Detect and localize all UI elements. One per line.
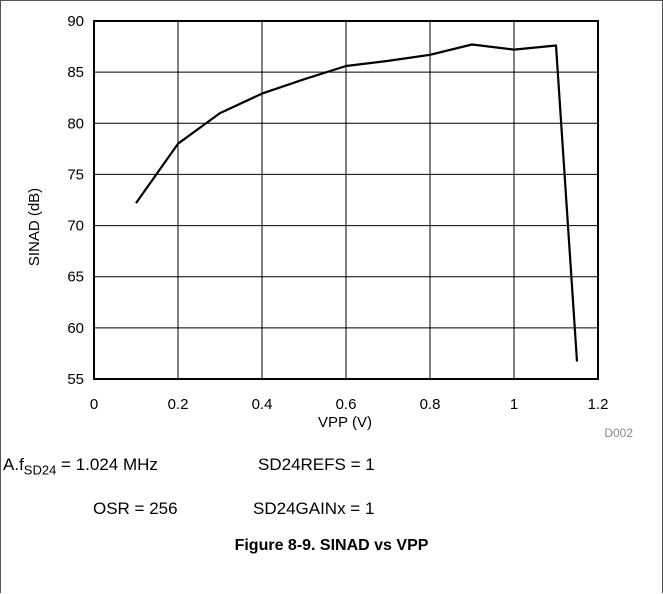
x-tick-label: 0.4 xyxy=(252,396,273,413)
series-group xyxy=(135,43,579,362)
x-tick-label: 0.8 xyxy=(420,396,441,413)
note-f: f xyxy=(19,455,24,474)
x-tick-labels: 0 0.2 0.4 0.6 0.8 1 1.2 xyxy=(90,396,609,413)
grid-lines xyxy=(94,21,598,379)
y-tick-label: 85 xyxy=(67,64,84,81)
y-tick-label: 70 xyxy=(67,218,84,235)
x-tick-label: 0 xyxy=(90,396,98,413)
y-tick-labels: 55 60 65 70 75 80 85 90 xyxy=(67,13,84,388)
x-axis-label: VPP (V) xyxy=(318,414,372,431)
note-gain: SD24GAINx = 1 xyxy=(253,499,375,518)
y-tick-label: 60 xyxy=(67,320,84,337)
x-tick-label: 1 xyxy=(510,396,518,413)
y-tick-label: 65 xyxy=(67,269,84,286)
sinad-chart: 55 60 65 70 75 80 85 90 0 0.2 0.4 0.6 0.8 1 1.2 VPP (… xyxy=(26,13,633,440)
chart-code: D002 xyxy=(604,426,633,440)
note-prefix: A. xyxy=(3,455,20,474)
note-f-value: = 1.024 MHz xyxy=(56,455,158,474)
y-axis-label: SINAD (dB) xyxy=(26,188,43,266)
note-line-1: A.fSD24 = 1.024 MHz xyxy=(3,455,158,477)
y-tick-label: 90 xyxy=(67,13,84,30)
x-tick-label: 1.2 xyxy=(588,396,609,413)
figure-caption: Figure 8-9. SINAD vs VPP xyxy=(234,537,429,554)
note-osr: OSR = 256 xyxy=(93,499,178,518)
x-tick-label: 0.2 xyxy=(168,396,189,413)
y-tick-label: 55 xyxy=(67,371,84,388)
x-tick-label: 0.6 xyxy=(336,396,357,413)
note-refs: SD24REFS = 1 xyxy=(258,455,375,474)
note-f-sub: SD24 xyxy=(23,462,57,478)
y-tick-label: 80 xyxy=(67,115,84,132)
plot-area xyxy=(93,20,599,380)
sinad-series-line xyxy=(135,43,579,362)
y-tick-label: 75 xyxy=(67,166,84,183)
